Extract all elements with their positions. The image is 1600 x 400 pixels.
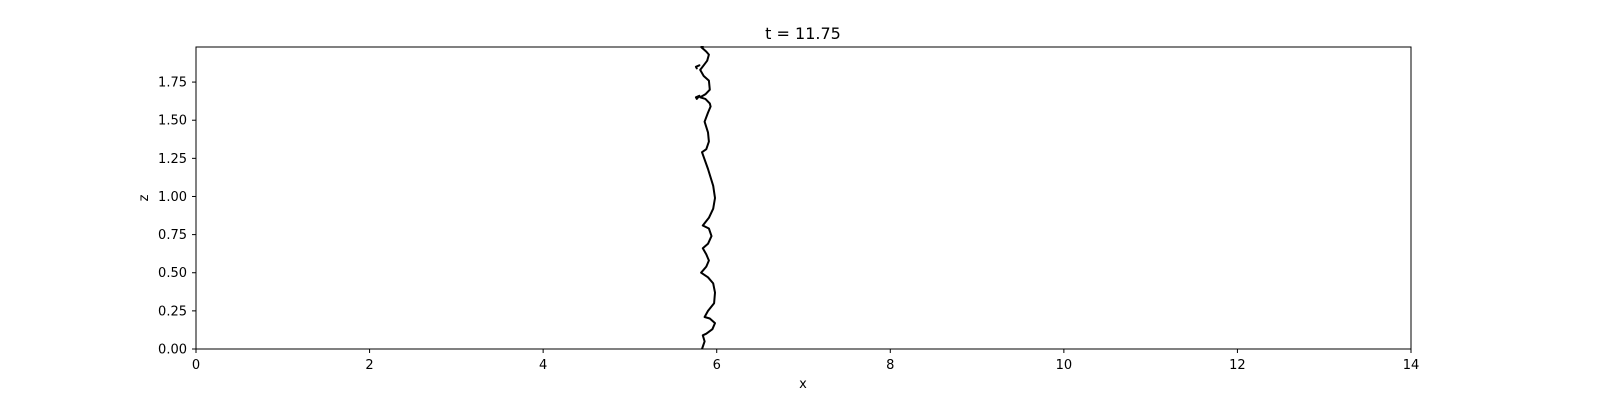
x-axis-ticks: 0 2 4 6 8 10 12 14 <box>192 349 1419 373</box>
y-tick-label: 0.00 <box>158 343 187 358</box>
droplet-contour-1 <box>694 64 701 70</box>
y-tick-label: 1.75 <box>158 76 187 91</box>
x-tick-label: 12 <box>1229 358 1246 373</box>
plot-area-frame <box>195 46 1412 350</box>
x-tick-label: 8 <box>886 358 894 373</box>
x-axis-label: x <box>799 377 807 392</box>
interface-curves <box>694 46 716 350</box>
y-tick-label: 1.25 <box>158 152 187 167</box>
y-tick-label: 0.50 <box>158 266 187 281</box>
x-tick-label: 14 <box>1403 358 1420 373</box>
interface-line <box>699 46 716 350</box>
y-axis-ticks: 0.00 0.25 0.50 0.75 1.00 1.25 1.50 1.75 <box>158 76 196 358</box>
y-tick-label: 1.00 <box>158 190 187 205</box>
y-axis-label: z <box>137 194 152 201</box>
y-tick-label: 0.75 <box>158 228 187 243</box>
y-tick-label: 1.50 <box>158 114 187 129</box>
x-tick-label: 6 <box>713 358 721 373</box>
x-tick-label: 2 <box>365 358 373 373</box>
droplet-contour-2 <box>694 94 701 100</box>
x-tick-label: 0 <box>192 358 200 373</box>
y-tick-label: 0.25 <box>158 304 187 319</box>
chart-title: t = 11.75 <box>765 24 841 43</box>
x-tick-label: 4 <box>539 358 547 373</box>
x-tick-label: 10 <box>1056 358 1073 373</box>
